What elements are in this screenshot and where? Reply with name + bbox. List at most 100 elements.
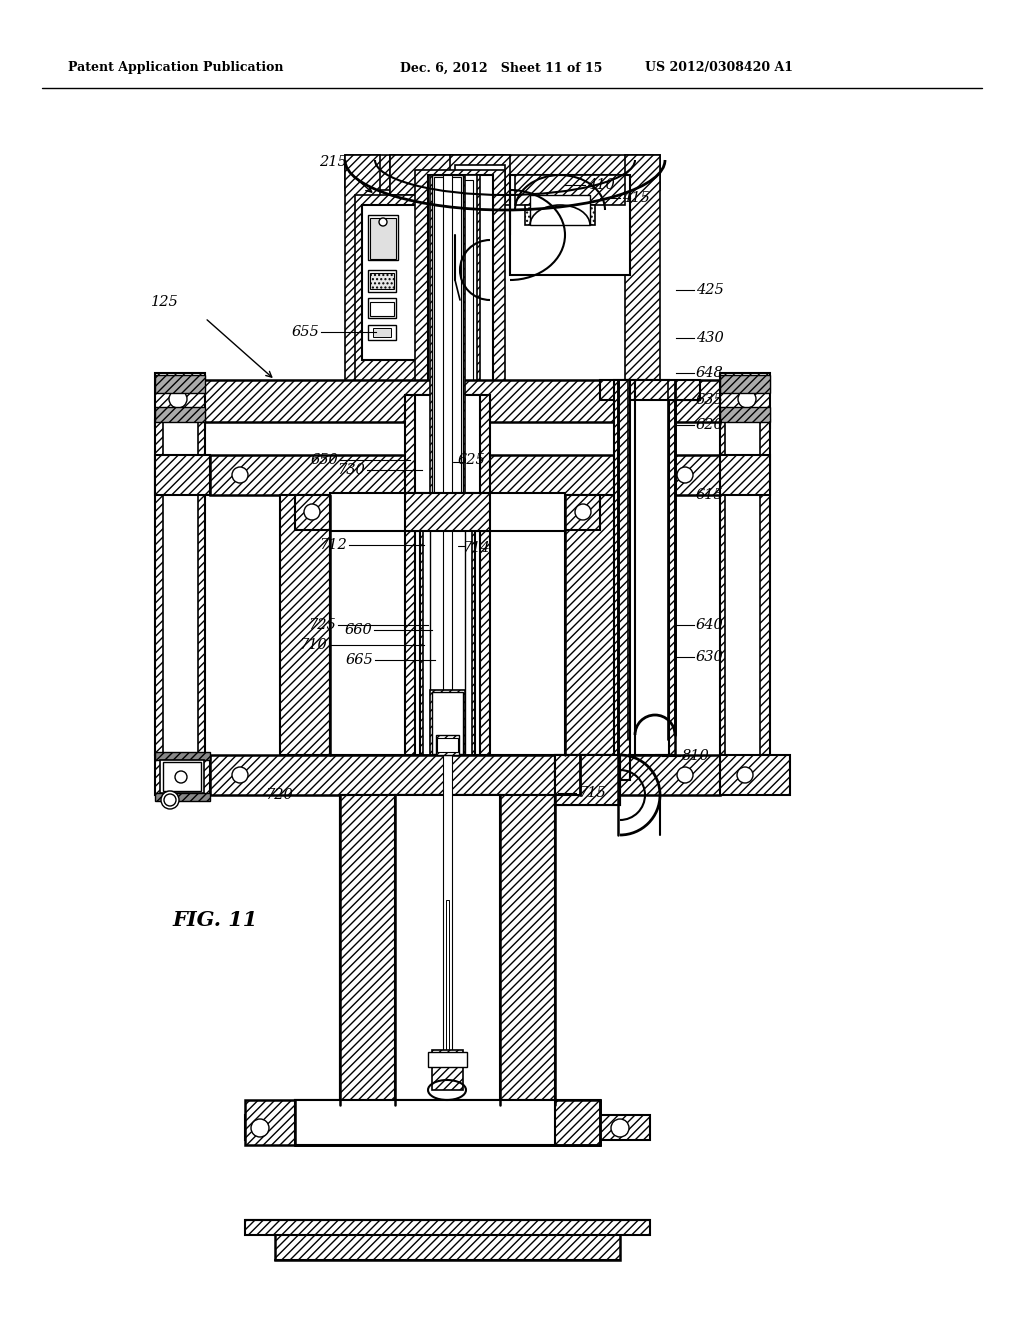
Bar — [434, 177, 461, 752]
Bar — [155, 420, 205, 755]
Text: 215: 215 — [319, 154, 347, 169]
Bar — [432, 692, 463, 754]
Circle shape — [575, 504, 591, 520]
Circle shape — [737, 767, 753, 783]
Bar — [155, 793, 210, 801]
Bar — [155, 375, 205, 393]
Bar — [245, 1100, 600, 1144]
Bar — [275, 1230, 620, 1261]
Bar — [500, 795, 555, 1105]
Bar — [515, 176, 625, 205]
Bar — [624, 380, 669, 755]
Text: Dec. 6, 2012   Sheet 11 of 15: Dec. 6, 2012 Sheet 11 of 15 — [400, 62, 602, 74]
Text: 615: 615 — [696, 488, 724, 502]
Bar — [368, 271, 396, 292]
Bar — [443, 176, 452, 985]
Circle shape — [379, 218, 387, 226]
Text: Patent Application Publication: Patent Application Publication — [68, 62, 284, 74]
Circle shape — [170, 767, 186, 783]
Text: 630: 630 — [696, 649, 724, 664]
Bar — [390, 154, 505, 195]
Bar — [428, 1052, 467, 1067]
Text: 650: 650 — [310, 453, 338, 467]
Bar — [368, 325, 396, 341]
Text: 810: 810 — [682, 748, 710, 763]
Text: 430: 430 — [696, 331, 724, 345]
Bar — [163, 420, 198, 755]
Bar — [600, 1115, 650, 1140]
Bar — [614, 380, 630, 780]
Bar — [245, 1115, 295, 1140]
Text: 712: 712 — [319, 539, 347, 552]
Circle shape — [677, 767, 693, 783]
Bar — [368, 298, 396, 318]
Bar — [295, 1100, 555, 1144]
Bar — [155, 374, 205, 428]
Bar — [155, 755, 210, 795]
Circle shape — [164, 795, 176, 807]
Bar — [370, 273, 394, 289]
Bar — [162, 409, 176, 418]
Text: 410: 410 — [587, 178, 614, 191]
Bar — [510, 176, 630, 275]
Bar — [160, 760, 204, 793]
Bar — [720, 755, 790, 795]
Bar — [370, 218, 396, 259]
Text: 625: 625 — [458, 453, 485, 467]
Bar — [210, 455, 720, 495]
Bar — [443, 176, 477, 389]
Bar — [406, 495, 490, 520]
Bar — [600, 380, 700, 400]
Bar — [155, 407, 205, 422]
Bar — [406, 395, 490, 755]
Bar — [395, 795, 500, 1105]
Text: 660: 660 — [344, 623, 372, 638]
Bar — [406, 492, 490, 531]
Bar — [395, 795, 500, 1105]
Bar — [565, 495, 615, 755]
Text: 665: 665 — [345, 653, 373, 667]
Bar — [720, 420, 770, 755]
Bar — [428, 176, 493, 389]
Circle shape — [232, 467, 248, 483]
Circle shape — [169, 389, 187, 408]
Bar — [415, 170, 505, 395]
Text: 425: 425 — [696, 282, 724, 297]
Bar — [345, 154, 380, 389]
Polygon shape — [295, 495, 600, 531]
Bar — [340, 795, 395, 1105]
Bar — [355, 195, 445, 395]
Circle shape — [738, 389, 756, 408]
Bar — [163, 762, 201, 791]
Bar — [340, 795, 555, 1105]
Bar — [368, 215, 398, 260]
Bar — [330, 495, 565, 755]
Bar — [423, 531, 472, 755]
Bar — [746, 409, 761, 418]
Text: 635: 635 — [696, 393, 724, 407]
Bar — [210, 755, 720, 795]
Circle shape — [175, 771, 187, 783]
Bar — [155, 455, 210, 495]
Text: 655: 655 — [291, 325, 319, 339]
Bar — [625, 154, 660, 389]
Bar — [245, 1220, 650, 1236]
Text: 725: 725 — [308, 618, 336, 632]
Bar — [390, 154, 505, 195]
Bar — [362, 205, 437, 360]
Bar — [555, 755, 620, 805]
Bar — [555, 755, 620, 805]
Bar — [446, 900, 449, 1060]
Bar — [162, 376, 176, 385]
Text: 620: 620 — [696, 418, 724, 432]
Text: 715: 715 — [578, 785, 606, 800]
Text: 714: 714 — [462, 541, 489, 554]
Bar — [430, 531, 465, 755]
Text: FIG. 11: FIG. 11 — [172, 909, 258, 931]
Circle shape — [677, 467, 693, 483]
Circle shape — [611, 1119, 629, 1137]
Text: 730: 730 — [337, 463, 365, 477]
Text: 640: 640 — [696, 618, 724, 632]
Bar — [746, 376, 761, 385]
Circle shape — [251, 1119, 269, 1137]
